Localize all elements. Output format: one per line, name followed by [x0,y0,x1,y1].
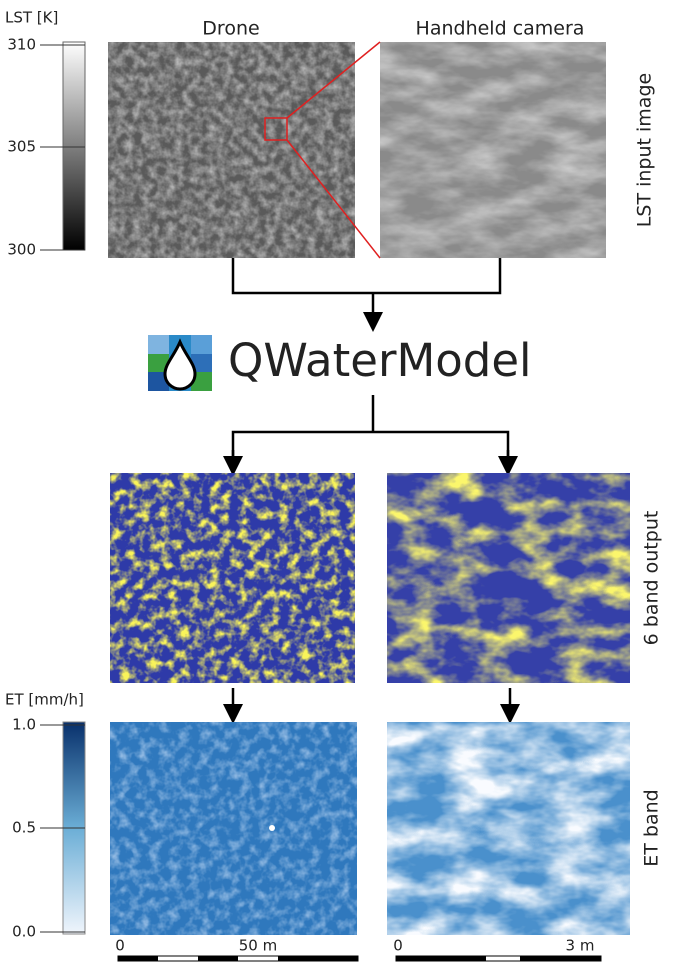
column-title: Drone [202,18,259,40]
connector [233,432,508,466]
scale-label: 3 m [566,937,595,955]
tick-label: 1.0 [12,716,36,734]
tick-label: 0.0 [12,923,36,941]
column-title: Handheld camera [416,18,585,40]
lst-colorbar [63,42,85,250]
drone-6band-texture [110,473,355,683]
figure: LST [K] 310 305 300 Drone Handheld camer… [0,0,673,962]
scale-bar [396,956,601,961]
camera-et-texture [387,722,630,935]
drone-lst-texture [108,42,355,258]
scale-label: 50 m [239,937,277,955]
scale-label: 0 [115,937,125,955]
drone-et-texture [110,722,357,935]
camera-lst-texture [380,42,606,258]
tick-label: 300 [7,241,36,259]
et-colorbar-label: ET [mm/h] [5,691,84,709]
page: LST [K] 310 305 300 Drone Handheld camer… [0,0,673,962]
tick-label: 305 [7,138,36,156]
row-label: 6 band output [641,511,663,646]
scale-bar [118,956,358,961]
model-name: QWaterModel [228,334,532,387]
model-logo [148,335,212,391]
connector [233,258,500,293]
camera-6band-texture [387,473,630,683]
row-label: LST input image [634,73,656,227]
tick-label: 310 [7,36,36,54]
tick-label: 0.5 [12,819,36,837]
hotspot [269,825,275,831]
lst-colorbar-label: LST [K] [5,9,58,27]
row-label: ET band [641,789,663,866]
scale-label: 0 [393,937,403,955]
